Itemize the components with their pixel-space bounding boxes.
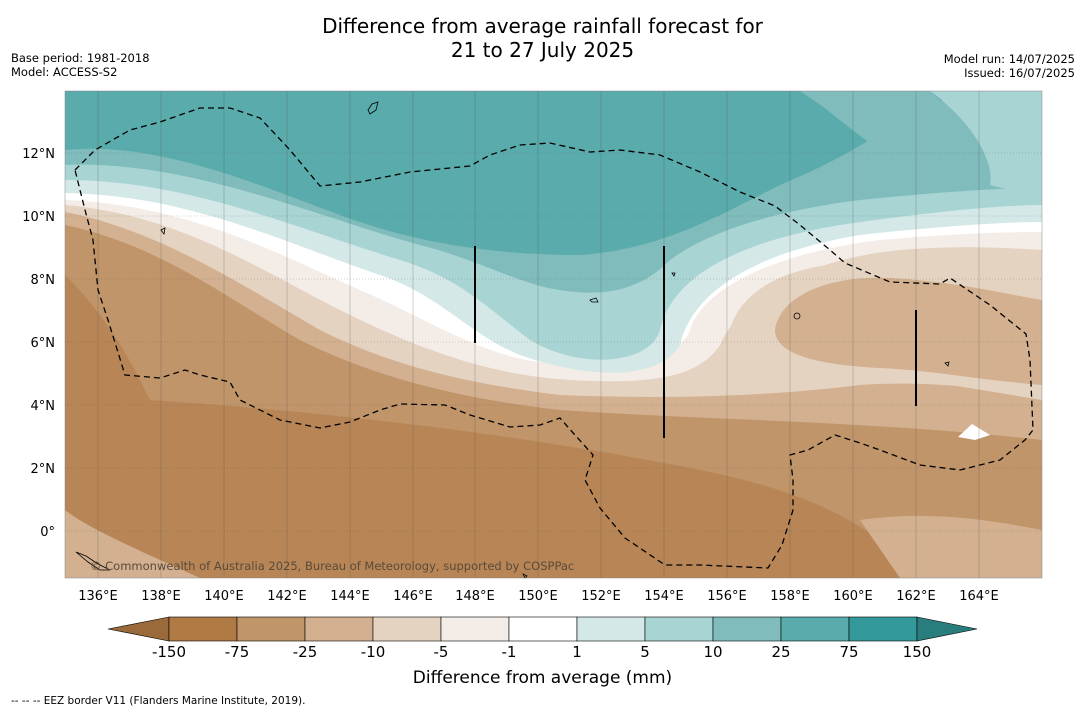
meta-left: Base period: 1981-2018 Model: ACCESS-S2 (11, 51, 150, 79)
lat-label: 2°N (31, 462, 56, 477)
lon-label: 150°E (518, 589, 558, 604)
colorbar-tick: 10 (703, 643, 723, 661)
colorbar-swatch (440, 616, 510, 642)
issued-date: Issued: 16/07/2025 (964, 66, 1075, 80)
colorbar-tick: -10 (360, 643, 386, 661)
lat-label: 6°N (31, 336, 56, 351)
footnote: -- -- -- EEZ border V11 (Flanders Marine… (11, 695, 306, 707)
map-title: Difference from average rainfall forecas… (0, 14, 1085, 62)
colorbar-tick: 75 (839, 643, 859, 661)
gridlines (65, 91, 1042, 578)
colorbar (107, 616, 978, 642)
meta-right: Model run: 14/07/2025 Issued: 16/07/2025 (944, 52, 1075, 80)
colorbar-extend-low (107, 616, 170, 642)
colorbar-extend-high (916, 616, 978, 642)
band-wet-ne-outer (930, 91, 1042, 195)
title-line-2: 21 to 27 July 2025 (450, 38, 635, 62)
colorbar-title: Difference from average (mm) (412, 668, 673, 688)
colorbar-tick: -1 (501, 643, 517, 661)
islands (75, 101, 950, 578)
lon-label: 140°E (204, 589, 244, 604)
lon-label: 162°E (896, 589, 936, 604)
colorbar-swatch (576, 616, 646, 642)
lat-label: 8°N (31, 273, 56, 288)
colorbar-tick: -75 (224, 643, 250, 661)
lon-label: 158°E (770, 589, 810, 604)
lon-label: 136°E (78, 589, 118, 604)
colorbar-swatch (236, 616, 306, 642)
lon-label: 156°E (707, 589, 747, 604)
lat-label: 4°N (31, 399, 56, 414)
lat-label: 12°N (22, 147, 55, 162)
colorbar-tick: 25 (771, 643, 791, 661)
band-wet-75 (65, 91, 1000, 255)
colorbar-swatch (712, 616, 782, 642)
lat-labels: 12°N 10°N 8°N 6°N 4°N 2°N 0° (22, 147, 55, 540)
lon-label: 164°E (959, 589, 999, 604)
lon-label: 142°E (267, 589, 307, 604)
colorbar-tick: 1 (572, 643, 582, 661)
band-dry-150 (65, 275, 920, 578)
map-panel (65, 91, 1042, 578)
lon-label: 148°E (455, 589, 495, 604)
map-frame (64, 90, 1043, 579)
colorbar-swatch (372, 616, 442, 642)
eez-border (74, 107, 1034, 569)
band-dry-sw (65, 510, 200, 578)
base-period: Base period: 1981-2018 (11, 51, 150, 65)
colorbar-swatch (780, 616, 850, 642)
lon-label: 154°E (644, 589, 684, 604)
title-line-1: Difference from average rainfall forecas… (322, 14, 763, 38)
lon-label: 146°E (393, 589, 433, 604)
band-wet-ne (800, 91, 991, 185)
lat-label: 0° (40, 525, 55, 540)
colorbar-tick: 5 (640, 643, 650, 661)
lat-label: 10°N (22, 210, 55, 225)
colorbar-swatch (508, 616, 578, 642)
copyright-text: © Commonwealth of Australia 2025, Bureau… (90, 559, 574, 573)
lon-label: 144°E (330, 589, 370, 604)
colorbar-tick: 150 (902, 643, 932, 661)
colorbar-swatch (304, 616, 374, 642)
model-run: Model run: 14/07/2025 (943, 52, 1075, 66)
colorbar-swatch (644, 616, 714, 642)
band-east-dry-25 (775, 277, 1042, 385)
band-dry-se (860, 515, 1042, 578)
lon-label: 138°E (141, 589, 181, 604)
colorbar-tick: -25 (292, 643, 318, 661)
colorbar-swatch (168, 616, 238, 642)
neutral-patch (958, 424, 990, 440)
lon-label: 160°E (833, 589, 873, 604)
model-name: Model: ACCESS-S2 (11, 65, 118, 79)
lon-label: 152°E (581, 589, 621, 604)
colorbar-tick: -5 (433, 643, 449, 661)
colorbar-swatch (848, 616, 918, 642)
colorbar-tick: -150 (151, 643, 187, 661)
lon-labels: 136°E 138°E 140°E 142°E 144°E 146°E 148°… (78, 589, 999, 604)
